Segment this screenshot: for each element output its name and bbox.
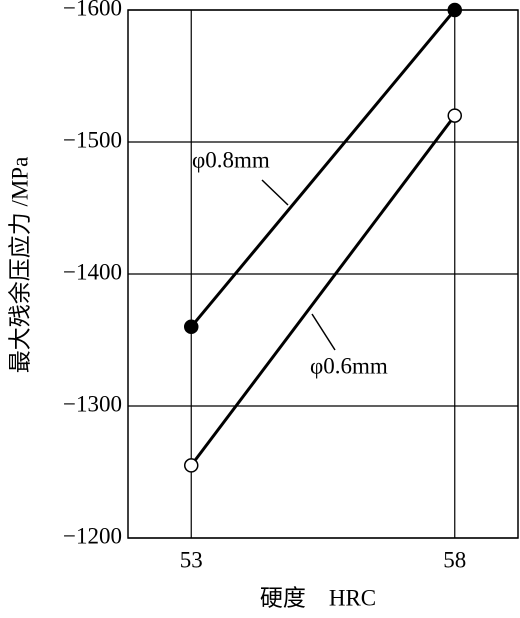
data-point <box>183 458 199 473</box>
y-tick-label: −1400 <box>63 259 122 284</box>
leader-line <box>311 313 336 351</box>
data-point <box>447 2 463 18</box>
x-tick-label: 58 <box>443 547 466 572</box>
x-axis-label: 硬度 HRC <box>260 585 376 610</box>
x-tick-label: 53 <box>180 547 203 572</box>
y-tick-label: −1500 <box>63 127 122 152</box>
leader-line <box>261 179 289 206</box>
y-tick-label: −1300 <box>63 391 122 416</box>
y-axis-label: 最大残余压应力 /MPa <box>7 157 32 374</box>
y-tick-label: −1200 <box>63 523 122 548</box>
data-point <box>183 319 199 335</box>
series-line <box>190 9 456 328</box>
y-tick-label: −1600 <box>63 0 122 20</box>
series-label: φ0.6mm <box>310 353 388 378</box>
data-point <box>447 108 463 123</box>
series-label: φ0.8mm <box>192 147 270 172</box>
series-line <box>190 114 456 467</box>
plot-frame <box>127 9 519 539</box>
